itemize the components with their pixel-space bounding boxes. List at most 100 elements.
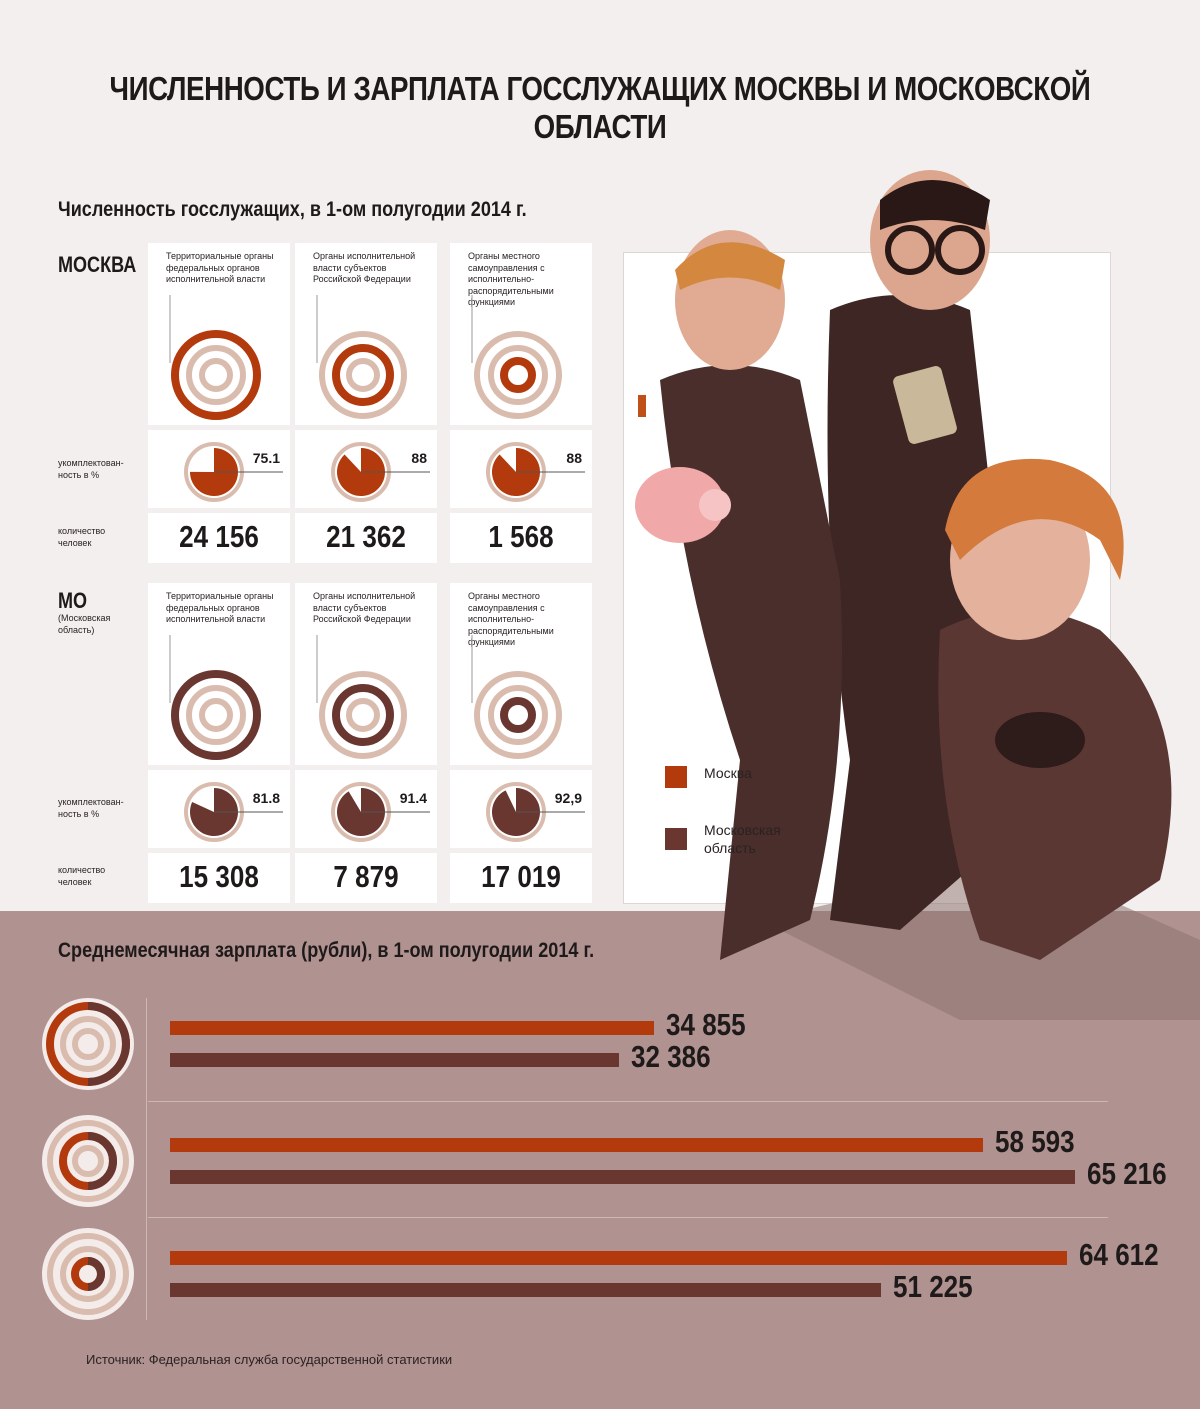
staffing-panel: 91.4 [295,770,437,848]
people-panel: 17 019 [450,853,592,903]
staffing-panel: 88 [450,430,592,508]
young-man-body [660,365,842,960]
category-ring-icon [42,998,134,1090]
ring-2 [346,698,380,732]
people-count: 1 568 [488,519,554,554]
ring-panel: Органы исполнительной власти субъектов Р… [295,243,437,425]
staffing-panel: 88 [295,430,437,508]
ring-2 [500,697,536,733]
ring-diagram [169,635,261,760]
people-panel: 15 308 [148,853,290,903]
ring-0 [171,670,261,760]
piggy-snout-icon [699,489,731,521]
ring-2 [199,698,233,732]
ring-1 [332,684,394,746]
ring-2 [199,358,233,392]
bar-value-label: 32 386 [631,1039,712,1074]
staffing-row-label: укомплектован- ность в % [58,458,124,480]
people-count: 15 308 [179,859,259,894]
icon-ring-2 [72,1028,104,1060]
piggy-bank-icon [635,467,725,543]
icon-ring-half-mo [87,1132,117,1190]
staffing-panel: 75.1 [148,430,290,508]
people-count: 21 362 [326,519,406,554]
ring-panel: Органы исполнительной власти субъектов Р… [295,583,437,765]
young-man-hair [675,242,785,290]
ring-1 [488,685,548,745]
icon-ring-half-mo [87,1257,105,1291]
salary-heading: Среднемесячная зарплата (рубли), в 1-ом … [58,939,595,962]
coin-icon [638,395,646,417]
category-ring-icon [42,1228,134,1320]
column-label: Территориальные органы федеральных орган… [166,251,274,284]
officials-illustration [635,170,1200,1020]
ring-diagram [471,295,562,419]
column-label: Органы местного самоуправления с исполни… [468,251,554,307]
bar-mo [170,1053,620,1067]
ring-diagram [316,295,407,419]
ring-diagram [471,635,562,759]
region-mo-label: МО [58,588,88,613]
ring-1 [186,345,246,405]
staffing-pct-label: 75.1 [252,450,280,466]
ring-0 [171,330,261,420]
source-note: Источник: Федеральная служба государстве… [86,1352,453,1367]
icon-ring-half-mo [87,1002,130,1086]
ring-2 [346,358,380,392]
tall-man-hair [880,180,990,230]
ring-diagram [169,295,261,420]
ring-0 [319,671,407,759]
people-panel: 21 362 [295,513,437,563]
bar-value-label: 64 612 [1078,1237,1159,1272]
ring-1 [488,345,548,405]
staffing-pie [331,782,430,842]
icon-bg [42,998,134,1090]
bar-value-label: 58 593 [995,1124,1075,1159]
ring-diagram [316,635,407,759]
staffing-pie [331,442,430,502]
bar-moscow [170,1251,1067,1265]
staffing-panel: 81.8 [148,770,290,848]
staffing-pct-label: 81.8 [252,790,280,806]
row-divider [148,1101,1108,1102]
ring-0 [474,331,562,419]
ring-1 [332,344,394,406]
people-row-label: количество человек [58,526,106,548]
column-label: Органы исполнительной власти субъектов Р… [313,251,416,284]
ring-panel: Территориальные органы федеральных орган… [148,583,290,765]
icon-bg [42,1228,134,1320]
staffing-pie [486,442,585,502]
column-label: Территориальные органы федеральных орган… [166,591,274,624]
staffing-row-label-mo: укомплектован- ность в % [58,797,124,819]
icon-ring-0 [47,1233,129,1315]
legend-label-mo: Московская область [704,822,781,856]
legend-swatch-mo [665,828,687,850]
staffing-pct-label: 88 [566,450,582,466]
staffing-pie [184,442,283,502]
icon-ring-0 [47,1120,129,1202]
headcount-grid: Территориальные органы федеральных орган… [148,243,592,903]
people-panel: 7 879 [295,853,437,903]
bar-value-label: 65 216 [1087,1156,1167,1191]
staffing-pie [486,782,585,842]
ring-panel: Территориальные органы федеральных орган… [148,243,290,425]
bar-value-label: 51 225 [892,1269,973,1304]
axis-line [146,998,147,1320]
row-divider [148,1217,1108,1218]
icon-ring-1 [60,1246,116,1302]
icon-ring-1 [60,1016,116,1072]
bar-mo [170,1283,881,1297]
ring-1 [186,685,246,745]
legend-label-moscow: Москва [704,765,752,781]
bar-value-label: 34 855 [665,1007,746,1042]
legend-swatch-moscow [665,766,687,788]
region-moscow-label: МОСКВА [58,252,137,277]
staffing-panel: 92,9 [450,770,592,848]
staffing-pct-label: 91.4 [399,790,427,806]
icon-ring-2 [72,1145,104,1177]
column-label: Органы местного самоуправления с исполни… [468,591,554,647]
money-stack-icon [893,366,957,444]
people-row-label-mo: количество человек [58,865,106,887]
people-panel: 1 568 [450,513,592,563]
